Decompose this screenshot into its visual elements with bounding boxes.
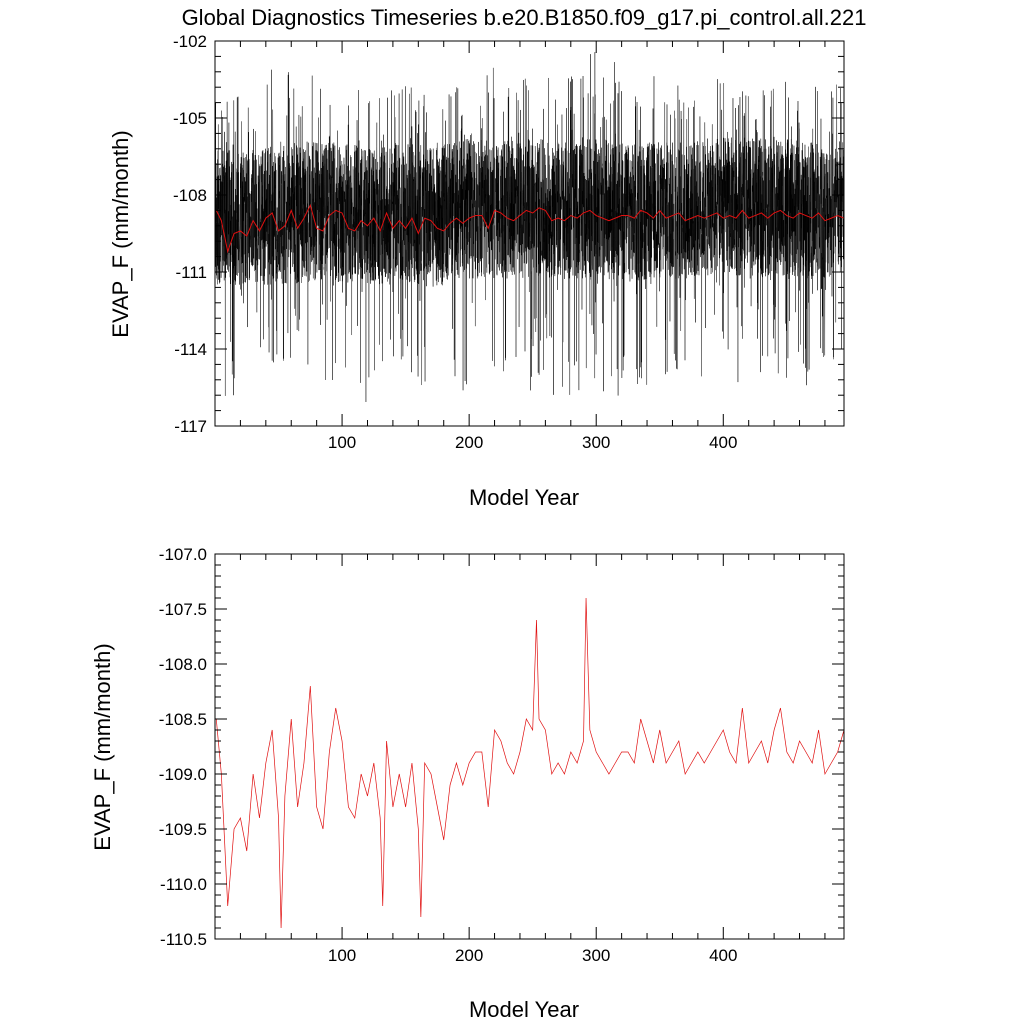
- y-tick-label: -111: [175, 263, 207, 282]
- x-tick-label: 100: [328, 946, 356, 965]
- y-tick-label: -114: [174, 340, 207, 359]
- y-tick-label: -107.5: [159, 600, 207, 619]
- annual-mean-line: [215, 203, 845, 254]
- x-tick-label: 200: [455, 433, 483, 452]
- x-axis-label: Model Year: [469, 997, 579, 1022]
- y-tick-label: -108: [173, 186, 207, 205]
- y-tick-label: -108.5: [159, 710, 207, 729]
- x-tick-label: 400: [709, 433, 737, 452]
- y-tick-label: -107.0: [159, 545, 207, 564]
- y-tick-label: -110.5: [160, 930, 207, 949]
- x-axis-label: Model Year: [469, 485, 579, 510]
- plot-frame: [214, 553, 845, 940]
- figure-title: Global Diagnostics Timeseries b.e20.B185…: [182, 5, 867, 30]
- y-tick-label: -102: [173, 32, 207, 51]
- x-tick-label: 100: [328, 433, 356, 452]
- y-tick-label: -108.0: [159, 655, 207, 674]
- y-tick-label: -117: [174, 417, 207, 436]
- x-tick-label: 300: [582, 946, 610, 965]
- y-axis-label: EVAP_F (mm/month): [90, 643, 115, 850]
- annual-mean-line: [215, 597, 845, 929]
- y-tick-label: -110.0: [160, 875, 207, 894]
- x-tick-label: 300: [582, 433, 610, 452]
- annual-mean-panel: -107.0 -107.5 -108.0 -108.5 -109.0 -109.5 -110…: [90, 545, 845, 1022]
- monthly-series-line: [214, 52, 845, 402]
- y-axis-label: EVAP_F (mm/month): [108, 130, 133, 337]
- plot-frame: [214, 40, 845, 427]
- monthly-timeseries-panel: -102 -105 -108 -111 -114 -117 100 200 300 400 Mod…: [108, 32, 845, 510]
- y-tick-label: -109.0: [159, 765, 207, 784]
- x-tick-label: 400: [709, 946, 737, 965]
- x-tick-label: 200: [455, 946, 483, 965]
- y-tick-label: -109.5: [159, 820, 207, 839]
- y-tick-label: -105: [173, 109, 207, 128]
